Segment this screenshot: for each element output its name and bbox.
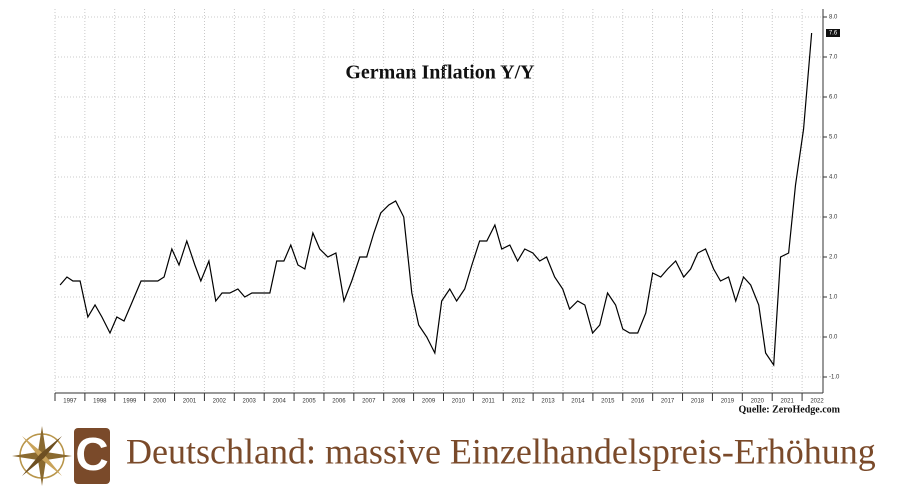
x-tick-label: 2012 — [512, 399, 526, 405]
y-tick-label: 0.0 — [829, 335, 838, 341]
caption: Deutschland: massive Einzelhandelspreis-… — [126, 431, 876, 471]
logo: C — [12, 426, 110, 486]
x-tick-label: 2014 — [571, 399, 585, 405]
x-tick-label: 2007 — [362, 399, 376, 405]
x-tick-label: 2016 — [631, 399, 645, 405]
x-tick-label: 2018 — [691, 399, 705, 405]
x-tick-label: 2000 — [153, 399, 167, 405]
x-tick-label: 2006 — [332, 399, 346, 405]
x-tick-label: 2005 — [302, 399, 316, 405]
x-tick-label: 2001 — [183, 399, 197, 405]
last-value-box — [826, 29, 840, 37]
x-tick-label: 2015 — [601, 399, 615, 405]
y-tick-label: 6.0 — [829, 95, 838, 101]
y-tick-label: 4.0 — [829, 175, 838, 181]
x-tick-label: 1998 — [93, 399, 107, 405]
x-tick-label: 2003 — [243, 399, 257, 405]
x-tick-label: 2004 — [272, 399, 286, 405]
y-tick-label: -1.0 — [829, 375, 840, 381]
source: Quelle: ZeroHedge.com — [739, 404, 841, 415]
last-value-label: 7.6 — [829, 31, 838, 37]
y-tick-label: 8.0 — [829, 15, 838, 21]
chart-title: German Inflation Y/Y — [345, 62, 535, 84]
x-tick-label: 2008 — [392, 399, 406, 405]
x-tick-label: 1999 — [123, 399, 137, 405]
y-tick-label: 3.0 — [829, 215, 838, 221]
y-tick-label: 1.0 — [829, 295, 838, 301]
x-tick-label: 2010 — [452, 399, 466, 405]
x-tick-label: 2002 — [213, 399, 227, 405]
svg-text:C: C — [75, 428, 108, 480]
x-tick-label: 2022 — [810, 399, 824, 405]
y-tick-label: 5.0 — [829, 135, 838, 141]
x-tick-label: 2009 — [422, 399, 436, 405]
x-tick-label: 1997 — [63, 399, 77, 405]
y-tick-label: 7.0 — [829, 55, 838, 61]
x-tick-label: 2019 — [721, 399, 735, 405]
y-tick-label: 2.0 — [829, 255, 838, 261]
x-tick-label: 2013 — [541, 399, 555, 405]
line — [59, 32, 813, 367]
x-tick-label: 2021 — [780, 399, 794, 405]
x-tick-label: 2020 — [751, 399, 765, 405]
x-tick-label: 2017 — [661, 399, 675, 405]
x-tick-label: 2011 — [482, 399, 496, 405]
